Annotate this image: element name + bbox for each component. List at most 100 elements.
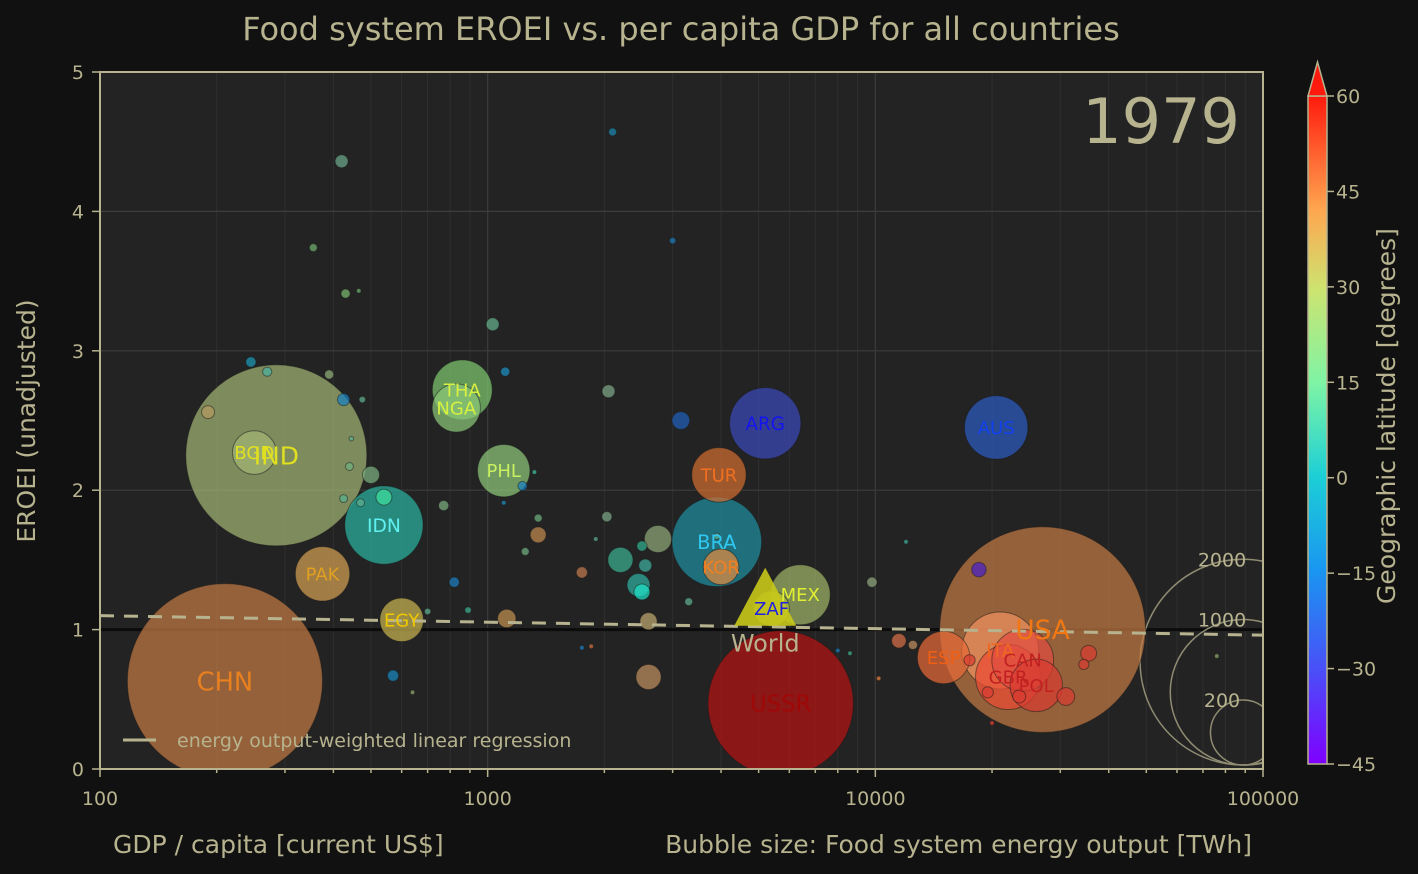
legend-text: energy output-weighted linear regression <box>177 730 571 752</box>
point-label-ussr: USSR <box>750 692 811 718</box>
point-label-pak: PAK <box>306 564 341 585</box>
data-point <box>1213 653 1220 659</box>
data-point <box>963 654 976 667</box>
data-point <box>423 607 432 616</box>
data-point <box>409 689 416 696</box>
y-tick-label: 5 <box>72 62 84 84</box>
data-point <box>358 395 367 404</box>
regression-line <box>100 614 1263 637</box>
point-ussr <box>707 630 854 769</box>
data-point <box>337 393 351 407</box>
point-label-gbr: GBR <box>989 667 1028 688</box>
point-label-kor: KOR <box>702 557 740 578</box>
colorbar-tick-label: −45 <box>1336 754 1376 776</box>
colorbar-tick-label: −30 <box>1336 659 1376 681</box>
point-phl <box>476 443 531 498</box>
data-point <box>201 405 216 420</box>
data-point <box>713 532 721 540</box>
data-point <box>361 465 381 484</box>
data-point <box>308 243 318 253</box>
point-arg <box>729 387 802 460</box>
size-legend-label: 1000 <box>1198 610 1246 632</box>
y-tick-label: 3 <box>72 341 84 363</box>
data-point <box>344 462 354 471</box>
data-point <box>866 576 878 588</box>
data-point <box>834 647 841 654</box>
data-point <box>971 561 987 578</box>
point-label-chn: CHN <box>197 667 253 697</box>
data-point <box>500 366 511 377</box>
data-point <box>608 127 618 137</box>
data-point <box>575 566 589 579</box>
point-nga <box>431 383 481 433</box>
point-label-ind: IND <box>254 441 299 470</box>
x-tick-label: 100000 <box>1227 788 1300 810</box>
world-triangle <box>734 567 797 626</box>
data-point <box>607 546 634 573</box>
size-legend-circle <box>1209 699 1263 766</box>
data-point <box>464 606 472 614</box>
point-label-phl: PHL <box>487 461 521 482</box>
y-tick-label: 4 <box>72 201 84 223</box>
data-point <box>847 650 853 657</box>
data-point <box>684 597 694 607</box>
data-point <box>636 540 648 552</box>
data-point <box>355 288 362 294</box>
data-point <box>981 686 994 699</box>
data-point <box>438 499 450 512</box>
y-tick-label: 0 <box>72 759 84 781</box>
data-point <box>891 632 907 649</box>
x-tick-label: 100 <box>82 788 118 810</box>
data-point <box>635 663 662 691</box>
data-point <box>485 317 500 332</box>
data-point <box>592 536 599 542</box>
data-point <box>1078 658 1090 671</box>
data-point <box>875 675 882 682</box>
data-point <box>386 669 400 682</box>
point-label-bra: BRA <box>697 531 737 554</box>
data-point <box>348 435 355 442</box>
data-point <box>324 369 335 380</box>
data-point <box>643 524 673 554</box>
point-label-ita: ITA <box>986 641 1014 662</box>
data-point <box>579 644 585 651</box>
chart-title: Food system EROEI vs. per capita GDP for… <box>242 10 1120 48</box>
colorbar-tick-label: −15 <box>1336 563 1376 585</box>
colorbar-extend-arrow <box>1307 59 1328 97</box>
world-marker <box>734 567 797 626</box>
data-point <box>639 612 658 631</box>
data-point <box>520 547 530 557</box>
data-point <box>1012 689 1027 704</box>
colorbar-label: Geographic latitude [degrees] <box>1372 228 1401 604</box>
plot-frame <box>99 71 1264 770</box>
point-label-esp: ESP <box>927 648 961 669</box>
data-point <box>497 608 517 629</box>
y-tick-label: 1 <box>72 620 84 642</box>
point-kor <box>702 548 740 586</box>
point-label-can: CAN <box>1004 651 1042 672</box>
point-idn <box>344 485 424 565</box>
colorbar-tick-label: 0 <box>1336 468 1348 490</box>
point-label-nga: NGA <box>436 398 476 419</box>
data-point <box>529 526 547 544</box>
x-tick-label: 10000 <box>845 788 905 810</box>
world-label: World <box>731 630 800 658</box>
data-point <box>500 499 507 506</box>
year-label: 1979 <box>1082 85 1240 158</box>
point-aus <box>963 395 1029 460</box>
data-point <box>989 720 995 726</box>
size-legend-label: 2000 <box>1198 549 1246 571</box>
colorbar: 60 45 30 15 0 −15 −30 −45 <box>1307 59 1376 776</box>
data-point <box>668 236 677 245</box>
point-label-pol: POL <box>1019 676 1054 697</box>
colorbar-tick-label: 45 <box>1336 181 1360 203</box>
point-label-arg: ARG <box>746 414 785 435</box>
colorbar-gradient <box>1307 95 1328 765</box>
colorbar-tick-label: 15 <box>1336 372 1360 394</box>
data-point <box>517 480 528 492</box>
data-point <box>638 558 653 573</box>
point-label-usa: USA <box>1015 616 1069 646</box>
data-point <box>533 513 543 523</box>
